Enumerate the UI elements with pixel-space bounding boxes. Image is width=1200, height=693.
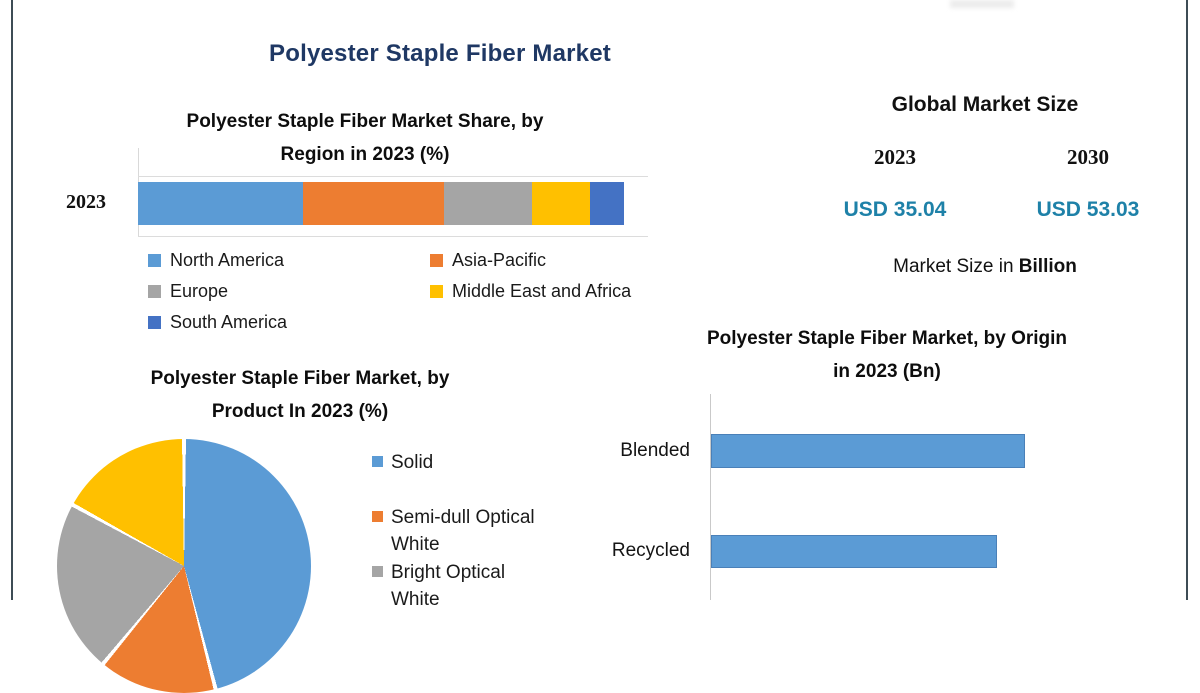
market-size-caption-regular: Market Size in <box>893 256 1019 277</box>
region-chart-title: Polyester Staple Fiber Market Share, by … <box>125 105 605 171</box>
market-size-value-2030: USD 53.03 <box>1036 198 1140 221</box>
origin-chart-title: Polyester Staple Fiber Market, by Origin… <box>652 322 1122 388</box>
region-chart-category-label: 2023 <box>66 191 106 213</box>
pie-legend-label-semi-dull-optical-white: Semi-dull Optical White <box>391 507 535 555</box>
legend-label-south-america: South America <box>170 311 288 332</box>
product-chart-title: Polyester Staple Fiber Market, by Produc… <box>100 362 500 428</box>
legend-label-north-america: North America <box>170 249 285 270</box>
right-frame-border <box>1186 0 1188 600</box>
pie-legend-label-bright-optical-white: Bright Optical White <box>391 562 506 610</box>
pie-legend-item-semi-dull-optical-white: Semi-dull Optical White <box>372 504 561 558</box>
origin-chart-plot-area <box>710 394 1186 600</box>
left-frame-border <box>11 0 13 600</box>
region-bar-segment <box>531 182 590 225</box>
region-chart-title-line2: Region in 2023 (%) <box>280 144 450 165</box>
pie-legend-swatch-solid <box>372 456 383 467</box>
region-chart-plot-top-line <box>138 176 648 177</box>
pie-legend-label-solid: Solid <box>391 452 434 473</box>
product-chart-title-line1: Polyester Staple Fiber Market, by <box>150 368 450 389</box>
infographic-canvas: { "page": { "main_title": "Polyester Sta… <box>11 0 1188 693</box>
legend-label-europe: Europe <box>170 280 229 301</box>
legend-label-middle-east-africa: Middle East and Africa <box>452 280 632 301</box>
origin-bar-label-blended: Blended <box>620 440 690 461</box>
legend-swatch-south-america <box>148 315 161 329</box>
cutoff-watermark-fragment <box>950 0 1014 8</box>
origin-chart-title-line1: Polyester Staple Fiber Market, by Origin <box>706 328 1068 349</box>
origin-bar-recycled <box>711 535 997 568</box>
origin-bar-label-recycled: Recycled <box>611 540 690 561</box>
region-chart-plot-bottom-line <box>138 236 648 237</box>
legend-item-south-america: South America <box>148 311 287 333</box>
legend-label-asia-pacific: Asia-Pacific <box>452 249 547 270</box>
market-size-value-2023: USD 35.04 <box>843 198 947 221</box>
legend-swatch-middle-east-africa <box>430 284 443 298</box>
product-chart-title-line2: Product In 2023 (%) <box>211 401 389 422</box>
pie-legend-item-solid: Solid <box>372 449 561 476</box>
legend-item-asia-pacific: Asia-Pacific <box>430 249 546 271</box>
market-size-year-2023: 2023 <box>874 145 916 169</box>
product-pie <box>57 439 311 693</box>
legend-item-north-america: North America <box>148 249 284 271</box>
legend-item-europe: Europe <box>148 280 228 302</box>
region-bar-segment <box>444 182 532 225</box>
market-size-caption: Market Size in Billion <box>800 256 1170 278</box>
legend-item-middle-east-africa: Middle East and Africa <box>430 280 631 302</box>
market-size-year-2030: 2030 <box>1067 145 1109 169</box>
origin-chart-title-line2: in 2023 (Bn) <box>833 361 941 382</box>
region-bar-segment <box>589 182 624 225</box>
region-bar-segment <box>303 182 445 225</box>
origin-bar-blended <box>711 434 1026 468</box>
market-size-heading: Global Market Size <box>891 93 1079 116</box>
region-chart-title-line1: Polyester Staple Fiber Market Share, by <box>186 111 544 132</box>
region-stacked-bar <box>138 182 624 225</box>
page-title: Polyester Staple Fiber Market <box>269 40 611 67</box>
region-bar-segment <box>138 182 304 225</box>
origin-chart-y-axis-line <box>710 394 711 600</box>
pie-legend-swatch-semi-dull-optical-white <box>372 511 383 522</box>
legend-swatch-asia-pacific <box>430 253 443 267</box>
legend-swatch-north-america <box>148 253 161 267</box>
legend-swatch-europe <box>148 284 161 298</box>
pie-legend-item-bright-optical-white: Bright Optical White <box>372 559 551 613</box>
market-size-caption-bold: Billion <box>1018 256 1077 277</box>
pie-legend-swatch-bright-optical-white <box>372 566 383 577</box>
